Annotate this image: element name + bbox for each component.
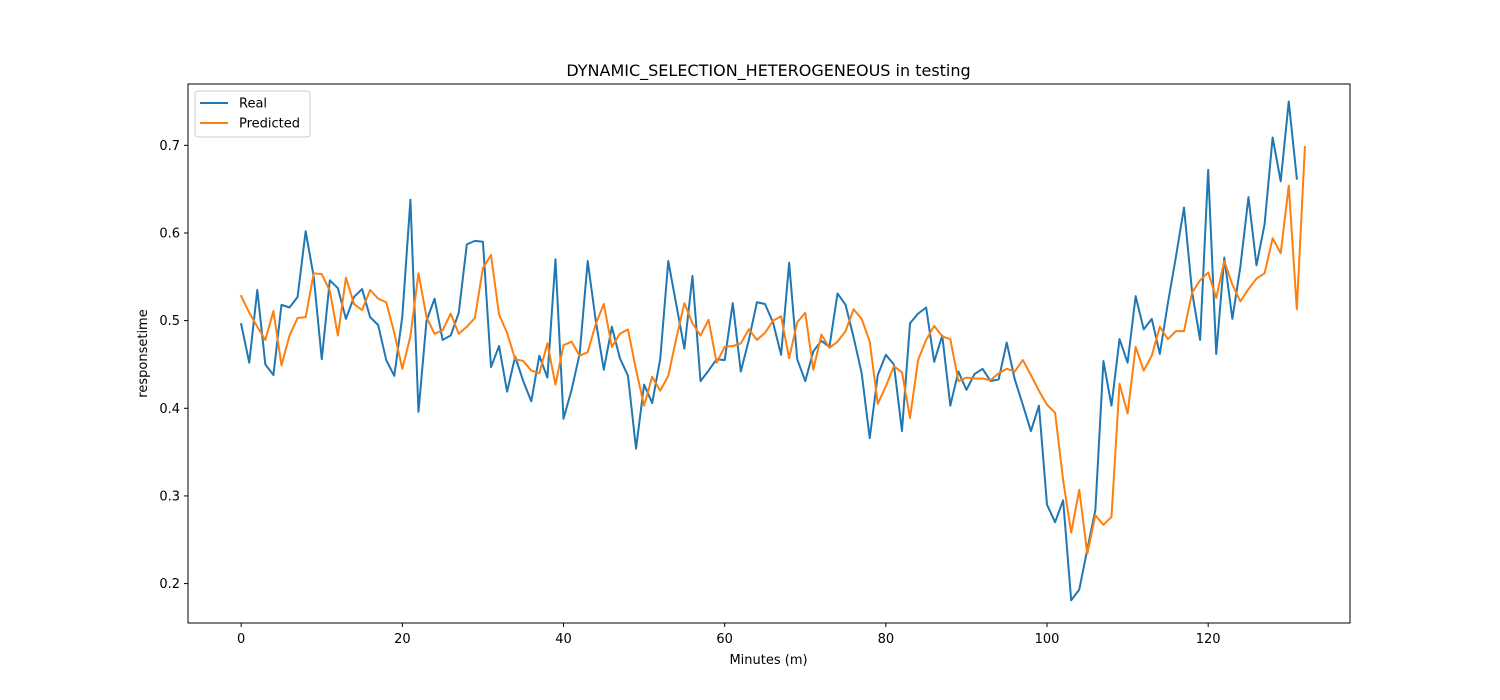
legend-label-predicted: Predicted (239, 117, 300, 132)
y-tick-label: 0.3 (159, 489, 180, 504)
x-tick-label: 20 (394, 632, 411, 647)
x-tick-label: 0 (237, 632, 245, 647)
y-tick-label: 0.7 (159, 139, 180, 154)
x-tick-label: 60 (716, 632, 733, 647)
legend: Real Predicted (194, 90, 311, 138)
y-tick-label: 0.2 (159, 577, 180, 592)
x-tick-label: 120 (1196, 632, 1221, 647)
x-tick-label: 40 (555, 632, 572, 647)
chart-title: DYNAMIC_SELECTION_HETEROGENEOUS in testi… (566, 61, 970, 81)
y-axis: 0.2 0.3 0.4 0.5 0.6 0.7 (159, 139, 188, 592)
x-axis: 0 20 40 60 80 100 120 (237, 623, 1221, 647)
y-tick-label: 0.4 (159, 402, 180, 417)
legend-label-real: Real (239, 97, 267, 112)
x-axis-label: Minutes (m) (729, 653, 807, 668)
y-axis-label: responsetime (136, 309, 151, 397)
x-tick-label: 80 (878, 632, 895, 647)
plot-frame (187, 83, 1351, 624)
series-line-predicted (239, 146, 1306, 555)
x-tick-label: 100 (1035, 632, 1060, 647)
series-line-real (239, 100, 1298, 602)
y-tick-label: 0.5 (159, 314, 180, 329)
y-tick-label: 0.6 (159, 226, 180, 241)
series-layer (239, 100, 1306, 602)
